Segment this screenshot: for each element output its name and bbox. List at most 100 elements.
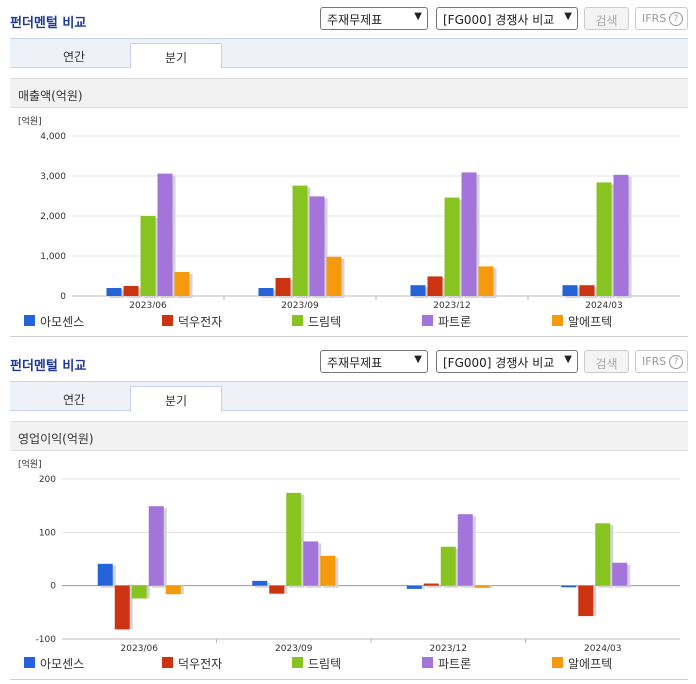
section-header: 펀더멘털 비교 주재무제표 ▼ [FG000] 경쟁사 비교 ▼ 검색 IFRS…	[0, 0, 696, 36]
tab-quarterly[interactable]: 분기	[130, 43, 222, 69]
section-title: 펀더멘털 비교	[10, 16, 87, 31]
unit-label: [억원]	[18, 115, 42, 127]
bar-2024-03-s2	[595, 523, 611, 586]
bar-2024-03-s3	[613, 174, 629, 296]
statement-type-select[interactable]: 주재무제표 ▼	[320, 350, 428, 373]
y-tick-label: 3,000	[40, 172, 66, 182]
search-button[interactable]: 검색	[584, 7, 629, 30]
legend-swatch	[422, 315, 433, 326]
section-header: 펀더멘털 비교 주재무제표 ▼ [FG000] 경쟁사 비교 ▼ 검색 IFRS…	[0, 343, 696, 379]
bar-2023-09-s1	[275, 278, 291, 296]
bar-2023-06-s0	[106, 288, 122, 296]
fundamental-section-2: 펀더멘털 비교 주재무제표 ▼ [FG000] 경쟁사 비교 ▼ 검색 IFRS…	[0, 343, 696, 684]
tab-annual[interactable]: 연간	[62, 50, 86, 64]
bar-2023-09-s1	[269, 585, 285, 594]
bar-2023-09-s4	[320, 555, 336, 586]
bar-2023-09-s0	[252, 580, 268, 586]
search-button[interactable]: 검색	[584, 350, 629, 373]
bar-2023-06-s1	[123, 286, 139, 296]
bar-shadow	[426, 585, 442, 588]
bar-2023-09-s2	[292, 185, 308, 296]
bar-2023-12-s0	[410, 285, 426, 296]
operating-profit-bar-chart: [억원] -100 0 100 200 2023/06 2023/09 2023/12 2024…	[18, 458, 680, 653]
legend-swatch	[552, 315, 563, 326]
y-tick-label: 4,000	[40, 132, 66, 142]
bar-2023-06-s3	[157, 173, 173, 296]
metric-title: 매출액(억원)	[10, 78, 688, 108]
help-icon[interactable]: ?	[669, 12, 683, 26]
peer-group-select[interactable]: [FG000] 경쟁사 비교 ▼	[436, 7, 578, 30]
y-tick-label: 1,000	[40, 252, 66, 262]
period-tabs: 연간 분기	[10, 381, 688, 412]
bar-2023-12-s3	[461, 172, 477, 296]
bar-2024-03-s0	[561, 585, 577, 588]
bar-2024-03-s1	[578, 585, 594, 617]
divider	[10, 336, 688, 337]
chart-legend: 아모센스 덕우전자 드림텍 파트론 알에프텍	[24, 655, 664, 671]
revenue-bar-chart: [억원] 0 1,000 2,000 3,000 4,000 2023/06 2023/09 2…	[18, 115, 680, 308]
y-tick-label: -100	[36, 635, 57, 645]
legend-swatch	[24, 657, 35, 668]
chevron-down-icon: ▼	[564, 354, 572, 365]
bar-2023-06-s4	[165, 585, 181, 595]
tab-annual[interactable]: 연간	[62, 393, 86, 407]
legend-label: 알에프텍	[568, 657, 613, 671]
ifrs-button[interactable]: IFRS ?	[635, 7, 688, 30]
chevron-down-icon: ▼	[564, 11, 572, 22]
legend-label: 파트론	[438, 657, 472, 671]
bar-2023-12-s4	[478, 266, 494, 296]
chart-legend: 아모센스 덕우전자 드림텍 파트론 알에프텍	[24, 313, 664, 329]
peer-group-value: [FG000] 경쟁사 비교	[443, 13, 555, 27]
chevron-down-icon: ▼	[414, 11, 422, 22]
legend-label: 드림텍	[308, 657, 342, 671]
x-tick-label: 2023/06	[129, 301, 167, 308]
y-tick-label: 2,000	[40, 212, 66, 222]
ifrs-label: IFRS	[642, 355, 667, 368]
legend-label: 덕우전자	[178, 657, 223, 671]
bar-2023-12-s1	[427, 276, 443, 296]
peer-group-value: [FG000] 경쟁사 비교	[443, 356, 555, 370]
bar-2024-03-s0	[562, 285, 578, 296]
y-tick-label: 0	[50, 582, 56, 592]
legend-swatch	[422, 657, 433, 668]
bar-2024-03-s3	[612, 562, 628, 586]
y-tick-label: 200	[39, 475, 56, 485]
legend-swatch	[292, 315, 303, 326]
ifrs-label: IFRS	[642, 12, 667, 25]
bar-2023-09-s2	[286, 492, 302, 586]
bar-2023-09-s3	[309, 196, 325, 296]
y-tick-label: 100	[39, 528, 56, 538]
x-tick-label: 2024/03	[585, 301, 622, 308]
legend-swatch	[24, 315, 35, 326]
peer-group-select[interactable]: [FG000] 경쟁사 비교 ▼	[436, 350, 578, 373]
x-tick-label: 2023/12	[433, 301, 470, 308]
legend-label: 알에프텍	[568, 315, 613, 329]
legend-label: 파트론	[438, 315, 472, 329]
fundamental-section-1: 펀더멘털 비교 주재무제표 ▼ [FG000] 경쟁사 비교 ▼ 검색 IFRS…	[0, 0, 696, 340]
bar-2024-03-s1	[579, 285, 595, 296]
legend-swatch	[552, 657, 563, 668]
bar-2023-09-s3	[303, 541, 319, 586]
help-icon[interactable]: ?	[669, 355, 683, 369]
metric-title: 영업이익(억원)	[10, 421, 688, 451]
divider	[10, 679, 688, 680]
bar-2023-06-s0	[97, 563, 113, 586]
x-tick-label: 2023/06	[121, 644, 159, 653]
x-tick-label: 2023/09	[275, 644, 313, 653]
statement-type-select[interactable]: 주재무제표 ▼	[320, 7, 428, 30]
x-tick-label: 2024/03	[584, 644, 621, 653]
bar-2023-12-s4	[474, 585, 490, 588]
section-title: 펀더멘털 비교	[10, 359, 87, 374]
tab-quarterly[interactable]: 분기	[130, 386, 222, 412]
legend-label: 아모센스	[40, 315, 85, 329]
chevron-down-icon: ▼	[414, 354, 422, 365]
ifrs-button[interactable]: IFRS ?	[635, 350, 688, 373]
legend-label: 아모센스	[40, 657, 85, 671]
bar-2023-12-s2	[444, 197, 460, 296]
bar-2023-12-s1	[423, 583, 439, 586]
bar-2023-06-s4	[174, 272, 190, 296]
bar-2023-12-s0	[406, 585, 422, 589]
period-tabs: 연간 분기	[10, 38, 688, 69]
bar-2023-09-s0	[258, 288, 274, 296]
legend-swatch	[162, 315, 173, 326]
